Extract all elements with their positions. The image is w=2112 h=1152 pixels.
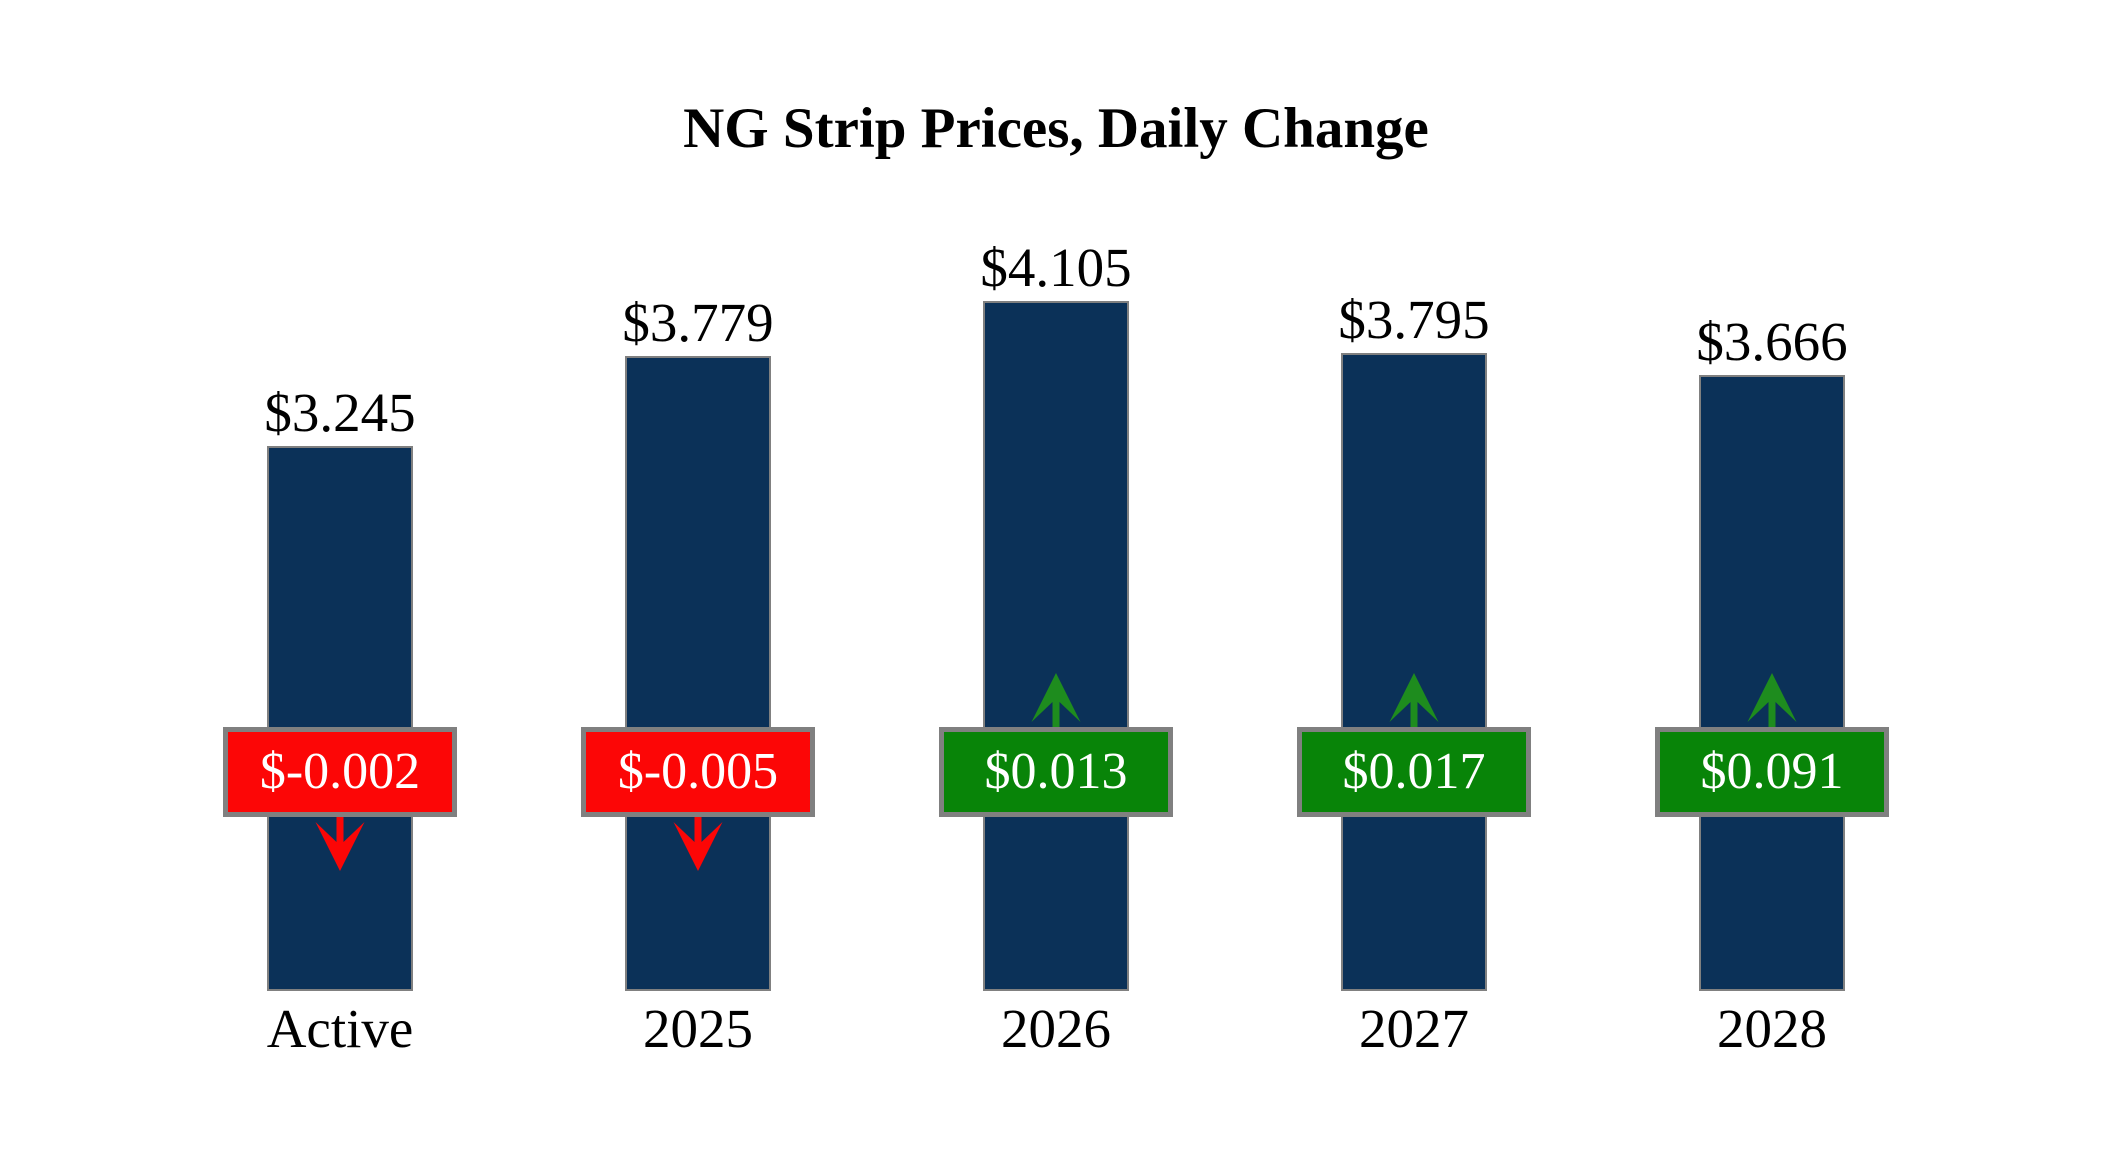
- category-label: Active: [266, 998, 414, 1059]
- up-arrow-icon: [1747, 673, 1797, 731]
- up-arrow-icon: [1031, 673, 1081, 731]
- change-badge-label: $0.013: [984, 743, 1128, 800]
- change-badge: $-0.005: [581, 727, 815, 817]
- change-badge: $0.013: [939, 727, 1173, 817]
- bar-value-label: $3.245: [264, 382, 416, 443]
- category-label: 2025: [643, 998, 753, 1059]
- category-label: 2028: [1717, 998, 1827, 1059]
- bar: [1341, 353, 1487, 991]
- bar-value-label: $3.795: [1338, 289, 1490, 350]
- down-arrow-icon: [315, 813, 365, 871]
- bar: [625, 356, 771, 991]
- category-label: 2026: [1001, 998, 1111, 1059]
- bar-value-label: $4.105: [980, 237, 1132, 298]
- bar: [983, 301, 1129, 991]
- category-label: 2027: [1359, 998, 1469, 1059]
- chart-title: NG Strip Prices, Daily Change: [683, 97, 1429, 160]
- change-badge-label: $0.091: [1700, 743, 1844, 800]
- bar: [267, 446, 413, 991]
- change-badge: $0.091: [1655, 727, 1889, 817]
- change-badge: $0.017: [1297, 727, 1531, 817]
- bar-value-label: $3.779: [622, 292, 774, 353]
- down-arrow-icon: [673, 813, 723, 871]
- bar-value-label: $3.666: [1696, 311, 1848, 372]
- up-arrow-icon: [1389, 673, 1439, 731]
- change-badge-label: $-0.002: [259, 743, 421, 800]
- change-badge-label: $-0.005: [617, 743, 779, 800]
- change-badge-label: $0.017: [1342, 743, 1486, 800]
- change-badge: $-0.002: [223, 727, 457, 817]
